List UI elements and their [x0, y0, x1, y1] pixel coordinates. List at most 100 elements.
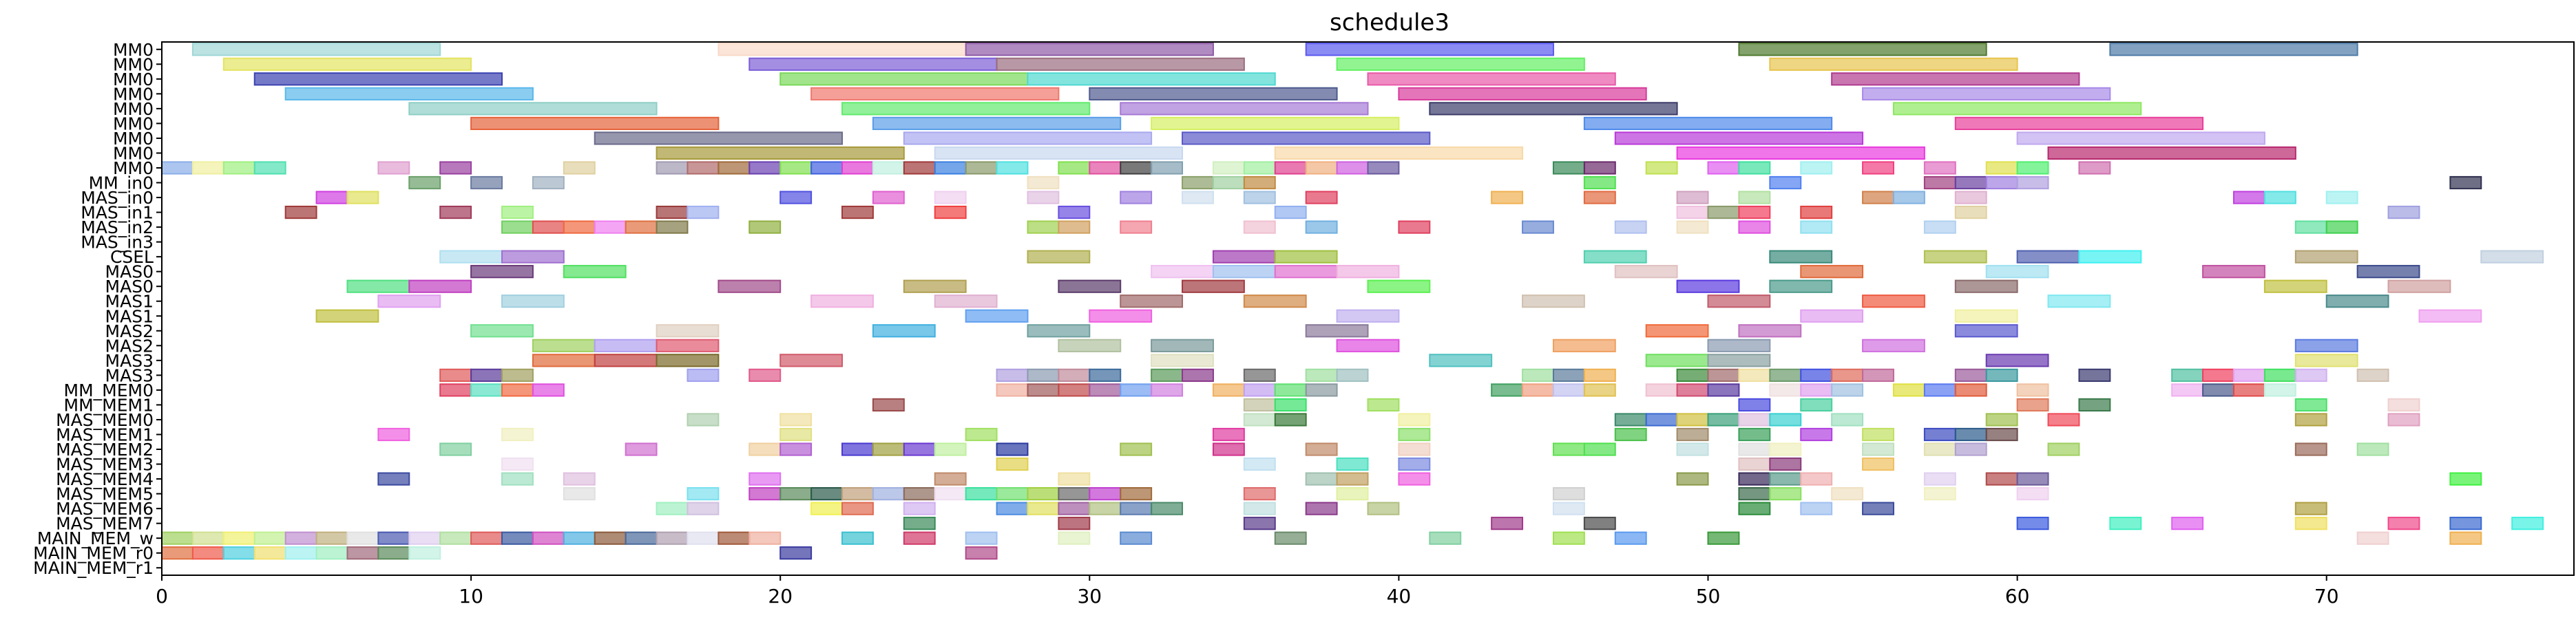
- task-bar: [1645, 324, 1709, 338]
- task-bar: [841, 205, 874, 219]
- task-bar: [1738, 486, 1771, 501]
- task-bar: [965, 486, 998, 501]
- task-bar: [532, 175, 565, 190]
- task-bar: [315, 531, 348, 545]
- task-bar: [965, 309, 1029, 323]
- task-bar: [191, 546, 224, 560]
- task-bar: [748, 220, 782, 234]
- x-tick-label: 30: [1077, 585, 1102, 608]
- y-tick-label: MAS_MEM0: [56, 410, 154, 430]
- task-bar: [2047, 294, 2111, 308]
- task-bar: [872, 486, 905, 501]
- task-bar: [1800, 161, 1833, 175]
- task-bar: [253, 546, 286, 560]
- task-bar: [1738, 472, 1771, 486]
- task-bar: [687, 205, 720, 219]
- task-bar: [656, 502, 689, 515]
- task-bar: [1058, 531, 1091, 545]
- task-bar: [1985, 175, 2018, 190]
- task-bar: [1058, 161, 1091, 175]
- y-tick-label: MAS_in1: [81, 203, 154, 223]
- task-bar: [1151, 265, 1214, 279]
- task-bar: [1305, 442, 1338, 456]
- task-bar: [656, 161, 689, 175]
- task-bar: [656, 324, 720, 338]
- task-bar: [1058, 486, 1091, 501]
- task-bar: [779, 161, 813, 175]
- task-bar: [1645, 383, 1678, 397]
- task-bar: [1583, 368, 1616, 382]
- task-bar: [1429, 531, 1462, 545]
- task-bar: [1429, 102, 1678, 116]
- task-bar: [2016, 383, 2049, 397]
- task-bar: [2356, 265, 2420, 279]
- task-bar: [2387, 205, 2420, 219]
- y-tick-label: MAS_MEM4: [56, 469, 154, 489]
- task-bar: [1120, 220, 1153, 234]
- task-bar: [1151, 339, 1214, 352]
- task-bar: [1800, 205, 1833, 219]
- task-bar: [2202, 368, 2234, 382]
- task-bar: [1212, 175, 1245, 190]
- task-bar: [1027, 324, 1091, 338]
- y-tick-label: MAS_MEM3: [56, 455, 154, 475]
- task-bar: [2294, 220, 2327, 234]
- task-bar: [222, 531, 255, 545]
- task-bar: [1892, 191, 1925, 204]
- task-bar: [1491, 517, 1524, 530]
- task-bar: [470, 531, 503, 545]
- task-bar: [1985, 354, 2049, 367]
- task-bar: [2294, 354, 2358, 367]
- task-bar: [1583, 175, 1616, 190]
- task-bar: [2356, 368, 2389, 382]
- task-bar: [1676, 383, 1709, 397]
- task-bar: [1769, 250, 1833, 264]
- task-bar: [1305, 472, 1338, 486]
- task-bar: [1552, 486, 1585, 501]
- task-bar: [1398, 427, 1431, 442]
- task-bar: [2356, 442, 2389, 456]
- task-bar: [965, 161, 998, 175]
- task-bar: [501, 368, 534, 382]
- task-bar: [1120, 486, 1153, 501]
- task-bar: [1274, 250, 1338, 264]
- task-bar: [1707, 368, 1740, 382]
- task-bar: [1274, 383, 1307, 397]
- task-bar: [1800, 309, 1864, 323]
- task-bar: [1305, 368, 1338, 382]
- task-bar: [1800, 220, 1833, 234]
- task-bar: [687, 368, 720, 382]
- task-bar: [1027, 220, 1060, 234]
- task-bar: [2047, 413, 2080, 427]
- task-bar: [996, 368, 1029, 382]
- task-bar: [1305, 161, 1338, 175]
- x-axis: 0 10 20 30 40 50 60 70: [156, 575, 2339, 608]
- task-bar: [284, 205, 317, 219]
- task-bar: [191, 43, 441, 56]
- task-bar: [1862, 368, 1894, 382]
- task-bar: [2511, 517, 2544, 530]
- task-bar: [810, 502, 844, 515]
- task-bar: [284, 87, 534, 100]
- task-bar: [1676, 472, 1709, 486]
- task-bar: [284, 546, 317, 560]
- task-bar: [1243, 191, 1276, 204]
- task-bar: [1769, 486, 1802, 501]
- task-bar: [2387, 279, 2451, 293]
- y-axis: MM0MM0MM0MM0MM0MM0MM0MM0MM0MM_in0MAS_in0…: [33, 40, 162, 578]
- task-bar: [1182, 175, 1214, 190]
- task-bar: [1120, 502, 1153, 515]
- y-tick-label: MAS_MEM6: [56, 499, 154, 519]
- x-tick-label: 20: [768, 585, 793, 608]
- task-bar: [1985, 427, 2018, 442]
- task-bar: [872, 161, 905, 175]
- task-bar: [687, 531, 720, 545]
- task-bar: [346, 531, 379, 545]
- task-bar: [1800, 398, 1833, 412]
- task-bar: [470, 116, 720, 131]
- task-bar: [1954, 205, 1987, 219]
- task-bar: [996, 442, 1029, 456]
- y-tick-label: MM0: [113, 114, 154, 133]
- task-bar: [2387, 398, 2420, 412]
